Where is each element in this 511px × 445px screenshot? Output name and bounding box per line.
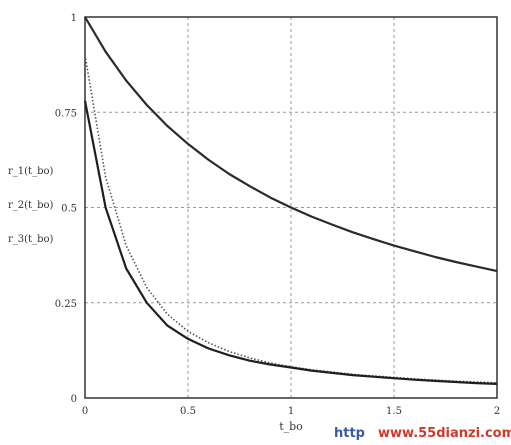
y-axis-label-line-2: r_2(t_bo) bbox=[8, 200, 53, 211]
series-layer bbox=[83, 16, 498, 385]
x-axis-label: t_bo bbox=[279, 420, 303, 433]
x-tick-label: 0 bbox=[82, 406, 88, 417]
y-tick-label: 0 bbox=[71, 394, 77, 405]
y-tick-label: 0.75 bbox=[55, 108, 77, 119]
y-tick-label: 1 bbox=[71, 13, 77, 24]
plot-frame bbox=[84, 16, 498, 399]
watermark: http www.55dianzi.com bbox=[334, 426, 511, 441]
y-tick-label: 0.5 bbox=[61, 204, 77, 215]
y-tick-labels: 0 0.25 0.5 0.75 1 bbox=[55, 13, 77, 405]
y-tick-label: 0.25 bbox=[55, 299, 77, 310]
y-axis-label-line-1: r_1(t_bo) bbox=[8, 166, 53, 177]
watermark-part-1: http bbox=[334, 426, 365, 441]
watermark-part-2: www.55dianzi.com bbox=[378, 426, 511, 441]
y-axis-label: r_1(t_bo) r_2(t_bo) r_3(t_bo) bbox=[8, 166, 53, 245]
y-axis-label-line-3: r_3(t_bo) bbox=[8, 234, 53, 245]
x-tick-label: 1 bbox=[288, 406, 294, 417]
series-line-3 bbox=[83, 100, 498, 385]
series-line-1 bbox=[84, 16, 498, 273]
x-tick-label: 0.5 bbox=[180, 406, 196, 417]
x-tick-labels: 0 0.5 1 1.5 2 bbox=[82, 406, 500, 417]
x-tick-label: 2 bbox=[494, 406, 500, 417]
x-tick-label: 1.5 bbox=[386, 406, 402, 417]
